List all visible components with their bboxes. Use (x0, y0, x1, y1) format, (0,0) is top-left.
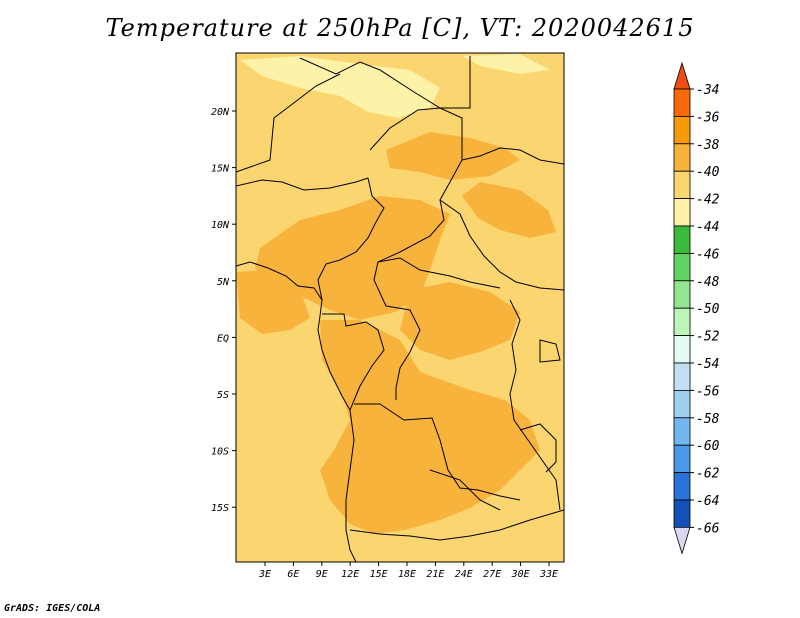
colorbar-label: -48 (696, 275, 720, 290)
latitude-axis: 20N 15N 10N 5N EQ 5S 10S 15S (211, 107, 236, 514)
lon-tick-label: 27E (483, 569, 501, 580)
lat-tick-label: 5S (217, 390, 229, 401)
lon-tick-label: 30E (511, 569, 530, 580)
lat-tick-label: 15S (211, 503, 229, 514)
lat-tick-label: 10S (211, 447, 229, 458)
lat-tick-label: 20N (211, 107, 230, 118)
border-southern (349, 509, 564, 541)
border-congo-gabon (322, 313, 385, 411)
colorbar-label: -50 (696, 302, 720, 317)
border-north (299, 56, 471, 109)
colorbar-top-arrow (673, 61, 691, 90)
border-angola (354, 403, 521, 501)
border-drc-west (385, 305, 421, 400)
border-car-sudan (439, 199, 564, 291)
colorbar-label: -42 (696, 193, 720, 208)
border-zambia (429, 469, 501, 511)
colorbar-swatch (673, 280, 691, 309)
field-orange-south (320, 320, 540, 534)
colorbar-label: -40 (696, 165, 720, 180)
lon-tick-label: 15E (370, 569, 388, 580)
colorbar-swatch (673, 252, 691, 282)
colorbar-swatch (673, 362, 691, 391)
country-borders (236, 56, 564, 562)
border-east-south (519, 423, 557, 473)
colorbar-label: -66 (696, 521, 720, 536)
colorbar-swatch (673, 198, 691, 227)
lon-tick-label: 18E (398, 569, 416, 580)
colorbar-label: -60 (696, 439, 720, 454)
colorbar-label: -56 (696, 384, 720, 399)
colorbar-bottom-arrow (673, 527, 691, 555)
grads-credit: GrADS: IGES/COLA (4, 603, 101, 614)
border-niger-nigeria (236, 177, 369, 191)
field-orange-central (255, 196, 450, 320)
map-title: Temperature at 250hPa [C], VT: 202004261… (105, 14, 695, 42)
colorbar-swatch (673, 170, 691, 199)
colorbar-label: -58 (696, 412, 720, 427)
colorbar-label: -52 (696, 330, 720, 345)
lat-tick-label: 10N (211, 220, 230, 231)
lon-tick-label: 6E (287, 569, 299, 580)
lon-tick-label: 12E (341, 569, 359, 580)
colorbar-label: -54 (696, 357, 719, 372)
field-orange-gulf (236, 270, 310, 334)
lon-tick-label: 9E (316, 569, 328, 580)
border-chad (369, 107, 463, 307)
lon-tick-label: 33E (539, 569, 558, 580)
coastline (236, 261, 357, 562)
lon-tick-label: 3E (258, 569, 271, 580)
colorbar-swatch (673, 335, 691, 364)
colorbar-swatch (673, 116, 691, 145)
lon-tick-label: 24E (455, 569, 473, 580)
colorbar-swatch (673, 307, 691, 337)
lake-victoria (539, 339, 561, 363)
temperature-field (236, 53, 564, 562)
lat-tick-label: 15N (211, 164, 230, 175)
colorbar-swatch (673, 225, 691, 254)
colorbar-label: -44 (696, 220, 719, 235)
lat-tick-label: EQ (217, 333, 229, 344)
border-sudan (461, 147, 564, 165)
colorbar-swatch (673, 389, 691, 419)
border-nigeria-cameroon (317, 177, 385, 301)
field-pale-north (240, 56, 440, 118)
colorbar-label: -38 (696, 138, 720, 153)
colorbar-swatch (673, 417, 691, 446)
colorbar-label: -62 (696, 467, 720, 482)
field-pale-northeast (462, 54, 550, 74)
border-car-congo (377, 257, 501, 289)
lon-tick-label: 21E (426, 569, 444, 580)
colorbar: -34 -36 -38 -40 -42 -44 -46 -48 -50 -52 -54 -56 -58 -… (673, 61, 720, 555)
border-great-lakes (509, 299, 561, 511)
colorbar-swatch (673, 472, 691, 501)
field-orange-congo (400, 282, 520, 360)
colorbar-swatch (673, 499, 691, 528)
colorbar-label: -64 (696, 494, 719, 509)
longitude-axis: 3E 6E 9E 12E 15E 18E 21E 24E 27E 30E 33E (258, 562, 558, 580)
map-frame (235, 52, 565, 563)
colorbar-label: -36 (696, 110, 720, 125)
colorbar-swatch (673, 143, 691, 172)
border-niger-west (236, 73, 341, 173)
field-orange-sudan (386, 132, 520, 180)
colorbar-swatch (673, 88, 691, 117)
colorbar-label: -34 (696, 83, 719, 98)
lat-tick-label: 5N (217, 277, 230, 288)
field-orange-east (462, 182, 556, 238)
colorbar-label: -46 (696, 247, 720, 262)
colorbar-swatch (673, 444, 691, 474)
